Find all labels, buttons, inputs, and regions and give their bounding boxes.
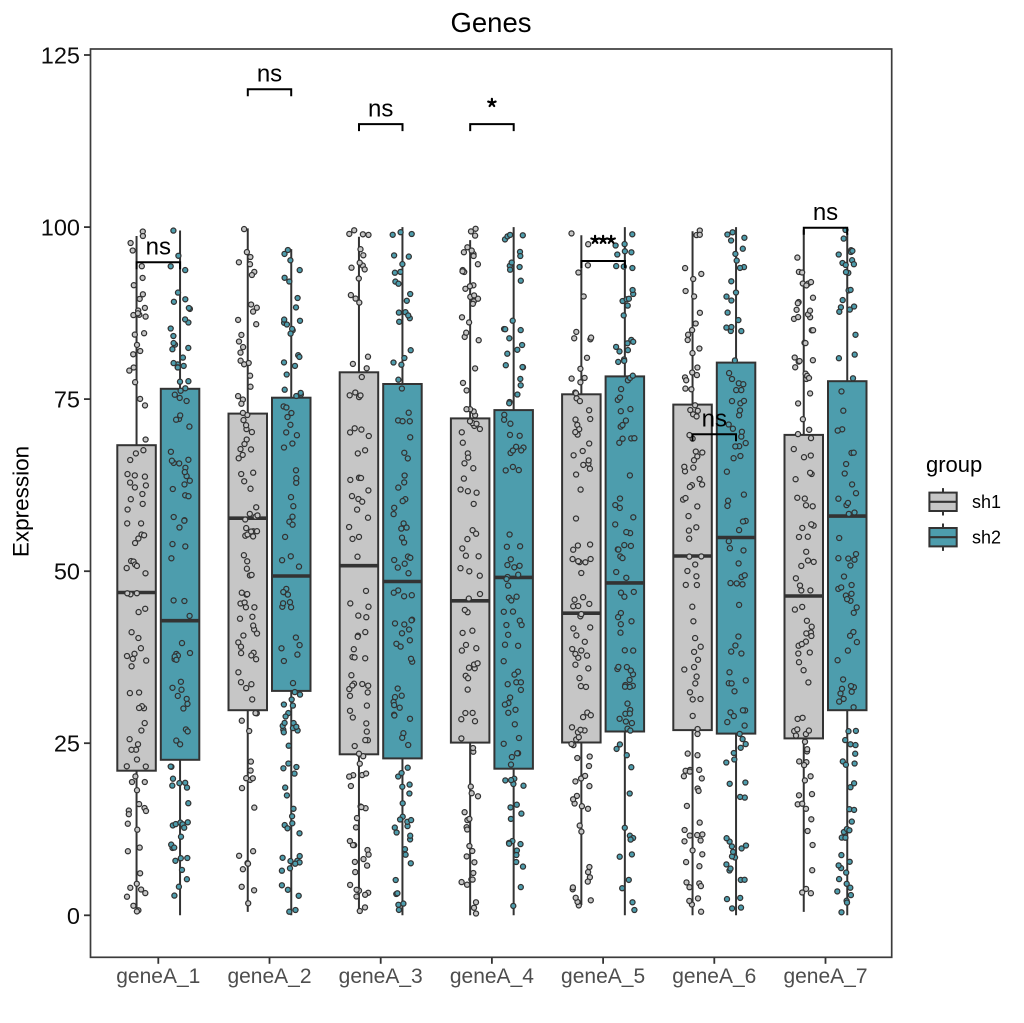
svg-text:geneA_5: geneA_5 [561,965,645,988]
svg-text:ns: ns [257,61,282,88]
svg-text:Expression: Expression [9,446,34,557]
svg-text:geneA_6: geneA_6 [672,965,756,988]
svg-text:geneA_3: geneA_3 [339,965,423,988]
svg-text:25: 25 [54,731,80,757]
svg-text:ns: ns [368,95,393,122]
svg-text:50: 50 [54,559,80,585]
svg-text:100: 100 [41,215,80,241]
svg-text:ns: ns [146,234,171,261]
svg-text:75: 75 [54,387,80,413]
svg-text:ns: ns [813,199,838,226]
svg-text:geneA_4: geneA_4 [450,965,534,988]
svg-text:125: 125 [41,43,80,69]
svg-text:0: 0 [67,903,80,929]
svg-text:sh1: sh1 [972,492,1001,512]
svg-text:geneA_2: geneA_2 [227,965,311,988]
svg-text:sh2: sh2 [972,528,1001,548]
svg-text:group: group [926,452,982,477]
svg-text:Genes: Genes [450,7,531,38]
svg-text:geneA_1: geneA_1 [116,965,200,988]
svg-text:ns: ns [702,406,727,433]
svg-text:geneA_7: geneA_7 [783,965,867,988]
